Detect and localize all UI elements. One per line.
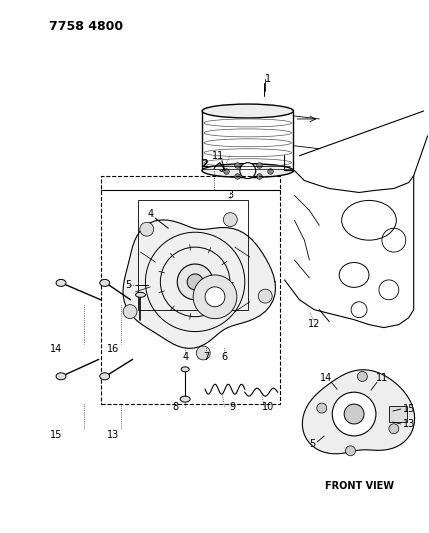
Text: 2: 2 xyxy=(202,159,208,168)
Text: 10: 10 xyxy=(262,402,274,412)
Polygon shape xyxy=(123,220,275,349)
Ellipse shape xyxy=(136,292,145,297)
Bar xyxy=(389,406,407,422)
Circle shape xyxy=(240,163,256,179)
Circle shape xyxy=(205,287,225,306)
Circle shape xyxy=(345,446,356,456)
Circle shape xyxy=(123,305,137,319)
Circle shape xyxy=(187,274,203,290)
Circle shape xyxy=(389,424,399,434)
Text: 13: 13 xyxy=(402,419,415,429)
Text: 9: 9 xyxy=(230,402,236,412)
Text: 8: 8 xyxy=(172,402,178,412)
Circle shape xyxy=(177,264,213,300)
Polygon shape xyxy=(302,370,415,454)
Circle shape xyxy=(332,392,376,436)
Text: 11: 11 xyxy=(376,373,388,383)
Text: 12: 12 xyxy=(308,319,320,329)
Ellipse shape xyxy=(180,396,190,402)
Circle shape xyxy=(357,372,367,382)
Circle shape xyxy=(196,346,210,360)
Text: 14: 14 xyxy=(320,373,332,383)
Text: 7: 7 xyxy=(203,352,209,362)
Text: FRONT VIEW: FRONT VIEW xyxy=(325,481,393,490)
Text: 15: 15 xyxy=(402,404,415,414)
Ellipse shape xyxy=(100,279,110,286)
Ellipse shape xyxy=(202,164,293,177)
Ellipse shape xyxy=(56,373,66,379)
Text: 13: 13 xyxy=(106,430,119,440)
Text: 4: 4 xyxy=(147,209,154,220)
Text: 5: 5 xyxy=(309,439,315,449)
Text: 3: 3 xyxy=(227,190,233,200)
Text: 7758 4800: 7758 4800 xyxy=(49,20,123,33)
Text: 6: 6 xyxy=(221,352,227,362)
Circle shape xyxy=(224,213,237,227)
Ellipse shape xyxy=(202,104,293,118)
Ellipse shape xyxy=(100,373,110,379)
Text: 16: 16 xyxy=(106,344,119,354)
Ellipse shape xyxy=(181,367,189,372)
Text: 11: 11 xyxy=(212,151,224,161)
Circle shape xyxy=(317,403,327,413)
Text: 1: 1 xyxy=(265,74,271,84)
Text: 15: 15 xyxy=(50,430,62,440)
Circle shape xyxy=(258,289,272,303)
Text: 4: 4 xyxy=(182,352,188,362)
Text: 5: 5 xyxy=(125,280,132,290)
Text: 14: 14 xyxy=(50,344,62,354)
Bar xyxy=(101,175,280,404)
Ellipse shape xyxy=(56,279,66,286)
Circle shape xyxy=(140,222,154,236)
Circle shape xyxy=(193,275,237,319)
Bar xyxy=(139,200,248,310)
Circle shape xyxy=(344,404,364,424)
